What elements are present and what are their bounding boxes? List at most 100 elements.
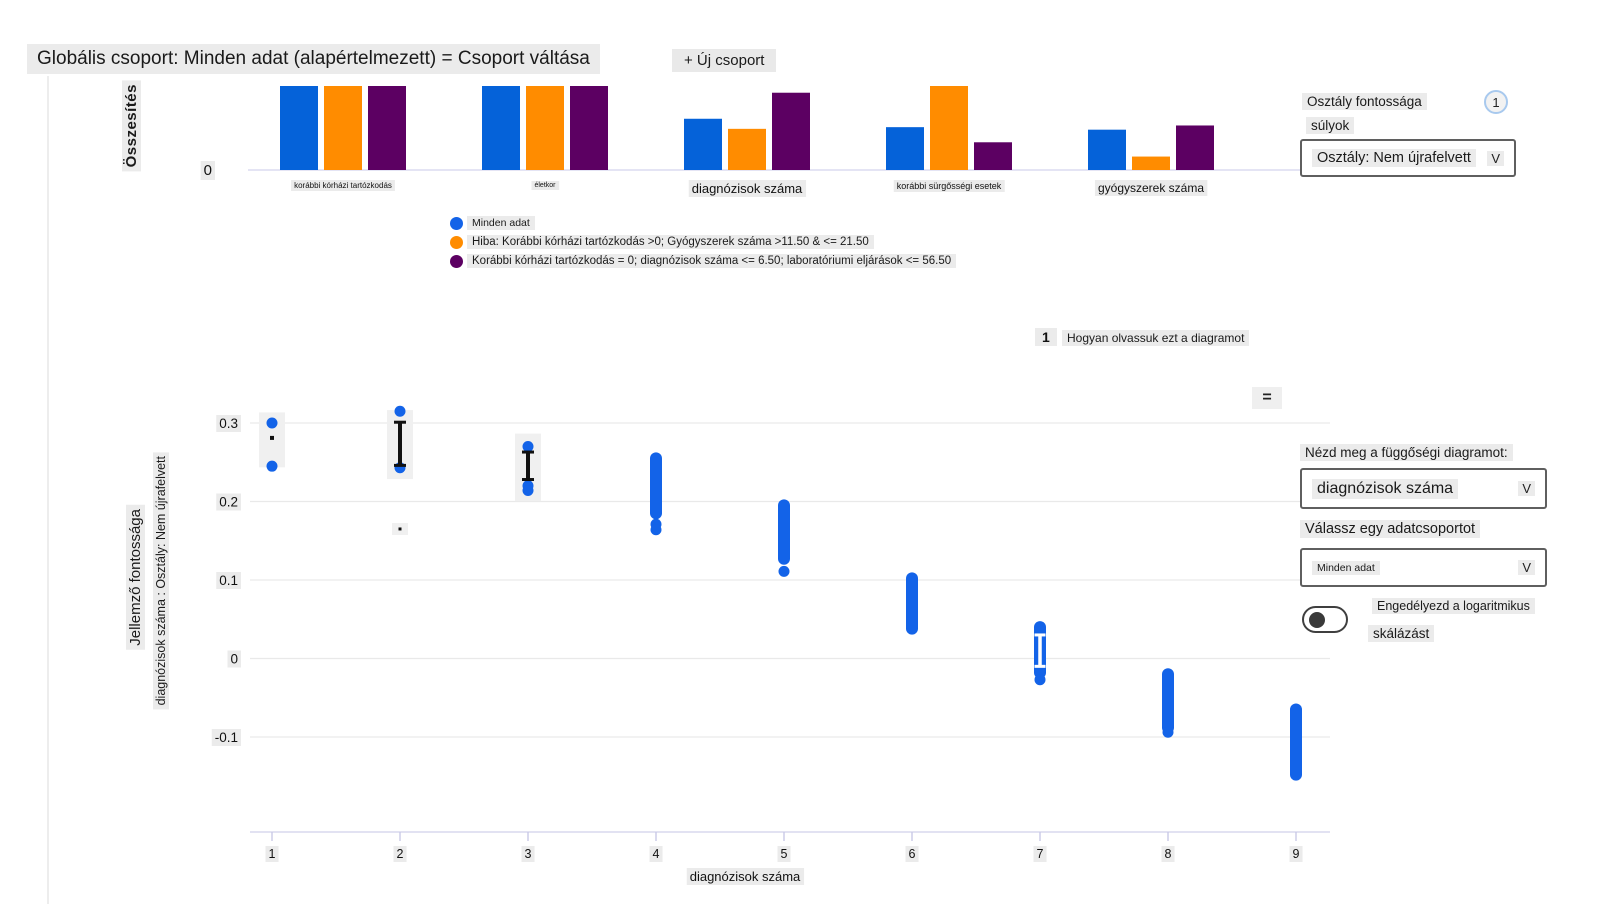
label-highlight	[686, 868, 805, 885]
label-highlight	[265, 846, 279, 862]
cohort-select-title: Válassz egy adatcsoportot	[1300, 520, 1481, 538]
label-highlight	[688, 180, 807, 197]
label-highlight	[649, 846, 663, 862]
scatter-ytick-label: 0.1	[219, 573, 238, 588]
scatter-xlabel: diagnózisok száma	[690, 869, 801, 884]
weights-label: súlyok	[1306, 117, 1355, 134]
scatter-xtick-label: 3	[525, 847, 532, 861]
scatter-point[interactable]	[266, 460, 278, 472]
log-scale-label-line1: Engedélyezd a logaritmikus	[1372, 598, 1535, 614]
scatter-cluster-x4[interactable]	[650, 452, 662, 536]
legend-dot	[450, 254, 463, 268]
summary-bar[interactable]	[324, 86, 362, 170]
scatter-cluster-x2[interactable]	[387, 405, 413, 535]
how-to-badge: 1	[1035, 328, 1057, 346]
legend-label: Korábbi kórházi tartózkodás = 0; diagnóz…	[467, 254, 957, 268]
scatter-point[interactable]	[394, 405, 406, 417]
point-strip[interactable]	[778, 499, 790, 565]
summary-bar[interactable]	[570, 86, 608, 170]
how-to-link[interactable]: Hogyan olvassuk ezt a diagramot	[1062, 330, 1250, 346]
label-highlight	[227, 650, 241, 668]
legend-label: Hiba: Korábbi kórházi tartózkodás >0; Gy…	[467, 235, 874, 249]
scatter-point[interactable]	[266, 417, 278, 429]
legend-dot	[450, 235, 463, 249]
scatter-cluster-x9[interactable]	[1290, 703, 1302, 781]
summary-bar[interactable]	[280, 86, 318, 170]
summary-bar[interactable]	[974, 142, 1012, 170]
summary-category-label: korábbi kórházi tartózkodás	[294, 181, 392, 190]
scatter-cluster-x6[interactable]	[906, 572, 918, 635]
summary-bar[interactable]	[772, 92, 810, 170]
scatter-point[interactable]	[522, 485, 534, 497]
summary-ytick-0: 0	[204, 162, 212, 179]
scatter-xtick-label: 8	[1165, 847, 1172, 861]
label-highlight	[1289, 846, 1303, 862]
label-highlight	[211, 729, 241, 746]
scatter-xtick-label: 4	[653, 847, 660, 861]
summary-category-label: diagnózisok száma	[692, 181, 803, 196]
label-highlight	[216, 415, 241, 432]
summary-bar[interactable]	[526, 86, 564, 170]
point-strip[interactable]	[1162, 668, 1174, 734]
label-highlight	[216, 572, 241, 589]
summary-bar[interactable]	[684, 118, 722, 170]
scatter-point[interactable]	[522, 441, 534, 453]
new-cohort-button[interactable]: + Új csoport	[672, 49, 777, 72]
summary-bar[interactable]	[728, 128, 766, 170]
summary-bar-chart[interactable]: 0 korábbi kórházi tartózkodás életkor diagn…	[100, 75, 1420, 205]
chart-menu-button[interactable]: =	[1252, 387, 1282, 409]
scatter-xtick-label: 6	[909, 847, 916, 861]
class-importance-title: Osztály fontossága	[1302, 93, 1427, 110]
feature-importance-scatter[interactable]: 0.3 0.2 0.1 0 -0.1 1 2 3 4 5 6 7 8 9 diagnózisok száma	[150, 385, 1340, 900]
legend-item[interactable]: Minden adat	[450, 216, 956, 230]
info-badge[interactable]: 1	[1484, 90, 1508, 114]
selected-point-marker	[270, 435, 274, 440]
scatter-cluster-x8[interactable]	[1162, 668, 1174, 738]
summary-bar[interactable]	[930, 86, 968, 170]
scatter-cluster-x7[interactable]	[1034, 621, 1046, 686]
scatter-ytick-label: 0.3	[219, 416, 238, 431]
scatter-cluster-x3[interactable]	[515, 433, 541, 502]
label-highlight	[1033, 846, 1047, 862]
label-highlight	[200, 161, 215, 180]
log-scale-toggle[interactable]	[1302, 606, 1348, 633]
legend-item[interactable]: Korábbi kórházi tartózkodás = 0; diagnóz…	[450, 254, 957, 268]
scatter-point[interactable]	[650, 524, 662, 536]
toggle-knob	[1309, 611, 1325, 628]
scatter-point[interactable]	[1034, 674, 1046, 686]
legend-item[interactable]: Hiba: Korábbi kórházi tartózkodás >0; Gy…	[450, 235, 956, 249]
scatter-ytick-label: 0.2	[219, 495, 238, 510]
left-divider	[47, 76, 49, 904]
scatter-xtick-label: 9	[1293, 847, 1300, 861]
summary-bar[interactable]	[482, 86, 520, 170]
summary-bar[interactable]	[1088, 129, 1126, 170]
summary-bar[interactable]	[1176, 125, 1214, 170]
global-cohort-label: Globális csoport: Minden adat (alapértel…	[27, 44, 600, 74]
label-highlight	[216, 493, 241, 511]
summary-bar[interactable]	[886, 127, 924, 170]
feature-dropdown-value: diagnózisok száma	[1312, 478, 1459, 499]
scatter-point[interactable]	[1162, 726, 1174, 738]
scatter-xtick-label: 2	[397, 847, 404, 861]
selected-point-marker	[398, 527, 402, 531]
summary-bar[interactable]	[1132, 156, 1170, 170]
point-strip[interactable]	[906, 572, 918, 635]
summary-bar[interactable]	[368, 86, 406, 170]
cohort-dropdown[interactable]: Minden adat V	[1300, 548, 1547, 587]
dependence-title: Nézd meg a függőségi diagramot:	[1300, 444, 1513, 461]
log-scale-label-line2: skálázást	[1368, 625, 1435, 642]
point-strip[interactable]	[650, 452, 662, 520]
point-strip[interactable]	[1290, 703, 1302, 781]
class-dropdown[interactable]: Osztály: Nem újrafelvett V	[1300, 139, 1516, 177]
scatter-xtick-label: 1	[269, 847, 276, 861]
summary-category-label: gyógyszerek száma	[1098, 181, 1204, 195]
label-highlight	[905, 846, 919, 862]
class-dropdown-value: Osztály: Nem újrafelvett	[1312, 149, 1476, 167]
label-highlight	[893, 180, 1005, 192]
scatter-cluster-x1[interactable]	[259, 412, 285, 472]
scatter-cluster-x5[interactable]	[778, 499, 790, 577]
scatter-point[interactable]	[778, 565, 790, 577]
feature-dropdown[interactable]: diagnózisok száma V	[1300, 468, 1547, 509]
label-highlight	[393, 846, 407, 862]
chevron-down-icon: V	[1487, 150, 1504, 166]
